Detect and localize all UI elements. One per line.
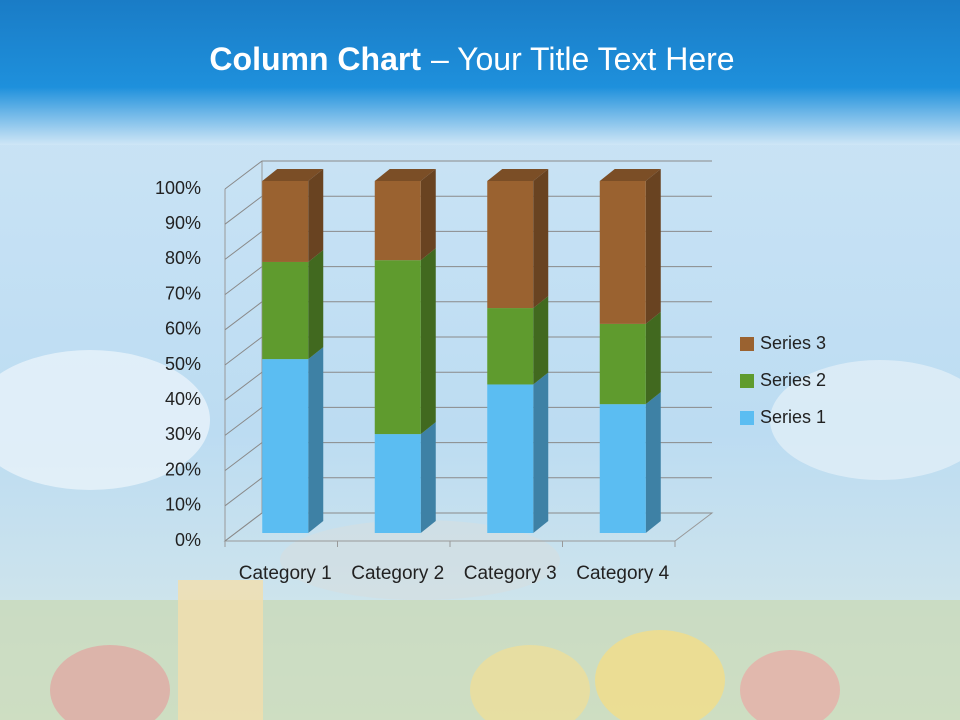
- y-tick-label: 40%: [165, 389, 201, 409]
- grid-line: [224, 266, 712, 295]
- grid-line: [224, 160, 712, 190]
- bar: [374, 181, 421, 261]
- decor: [50, 645, 170, 720]
- bar-side: [308, 347, 324, 533]
- grid-line: [224, 336, 712, 366]
- x-tick-label: Category 2: [351, 563, 445, 584]
- legend-label: Series 3: [760, 333, 826, 353]
- slide-title: Column Chart – Your Title Text Here: [209, 41, 734, 77]
- legend-swatch: [740, 337, 754, 351]
- grid-line: [224, 442, 712, 471]
- bar: [599, 404, 646, 533]
- bar: [599, 181, 646, 324]
- bar: [262, 181, 309, 262]
- y-tick-label: 0%: [175, 530, 201, 550]
- bar: [262, 359, 309, 533]
- bar-side: [645, 392, 661, 533]
- y-tick-label: 70%: [165, 283, 201, 303]
- x-tick-label: Category 4: [576, 563, 670, 584]
- y-tick-label: 80%: [165, 248, 201, 268]
- bar-side: [533, 169, 549, 309]
- x-tick-label: Category 1: [238, 563, 332, 584]
- bar: [374, 260, 421, 435]
- bar-side: [533, 296, 549, 385]
- bar-side: [308, 169, 324, 262]
- legend-swatch: [740, 411, 754, 425]
- legend-label: Series 2: [760, 370, 826, 390]
- bar-top: [599, 169, 661, 181]
- decor: [595, 630, 725, 720]
- grid-line: [224, 371, 712, 401]
- y-tick-label: 90%: [165, 213, 201, 233]
- decor: [178, 580, 263, 720]
- grid-line: [224, 230, 712, 260]
- bar: [487, 181, 534, 309]
- bar-top: [262, 169, 324, 181]
- title-bold: Column Chart: [209, 41, 421, 77]
- legend-label: Series 1: [760, 407, 826, 427]
- bar-side: [420, 169, 436, 261]
- bar-top: [374, 169, 436, 181]
- bar-side: [420, 422, 436, 533]
- bar-side: [308, 249, 324, 360]
- title-rest: – Your Title Text Here: [431, 41, 735, 77]
- grid-line: [224, 195, 712, 225]
- bar-side: [645, 311, 661, 405]
- bar: [487, 308, 534, 385]
- grid-line: [224, 301, 712, 331]
- bar-top: [487, 169, 549, 181]
- legend-swatch: [740, 374, 754, 388]
- grid-line: [224, 477, 712, 507]
- bar: [487, 384, 534, 533]
- bar-side: [420, 248, 436, 435]
- y-tick-label: 50%: [165, 354, 201, 374]
- y-tick-label: 30%: [165, 424, 201, 444]
- grid-line: [224, 512, 712, 542]
- bar-side: [645, 169, 661, 324]
- y-tick-label: 60%: [165, 319, 201, 339]
- cloud: [0, 350, 210, 490]
- header: [0, 0, 960, 145]
- y-tick-label: 10%: [165, 495, 201, 515]
- cloud: [770, 360, 960, 480]
- bar: [262, 261, 309, 360]
- decor: [740, 650, 840, 720]
- bar: [374, 434, 421, 533]
- bar: [599, 323, 646, 405]
- bar-side: [533, 372, 549, 533]
- grid-line: [224, 406, 712, 436]
- x-tick-label: Category 3: [463, 563, 557, 584]
- y-tick-label: 100%: [155, 178, 201, 198]
- y-tick-label: 20%: [165, 459, 201, 479]
- decor: [470, 645, 590, 720]
- decor: [280, 520, 560, 600]
